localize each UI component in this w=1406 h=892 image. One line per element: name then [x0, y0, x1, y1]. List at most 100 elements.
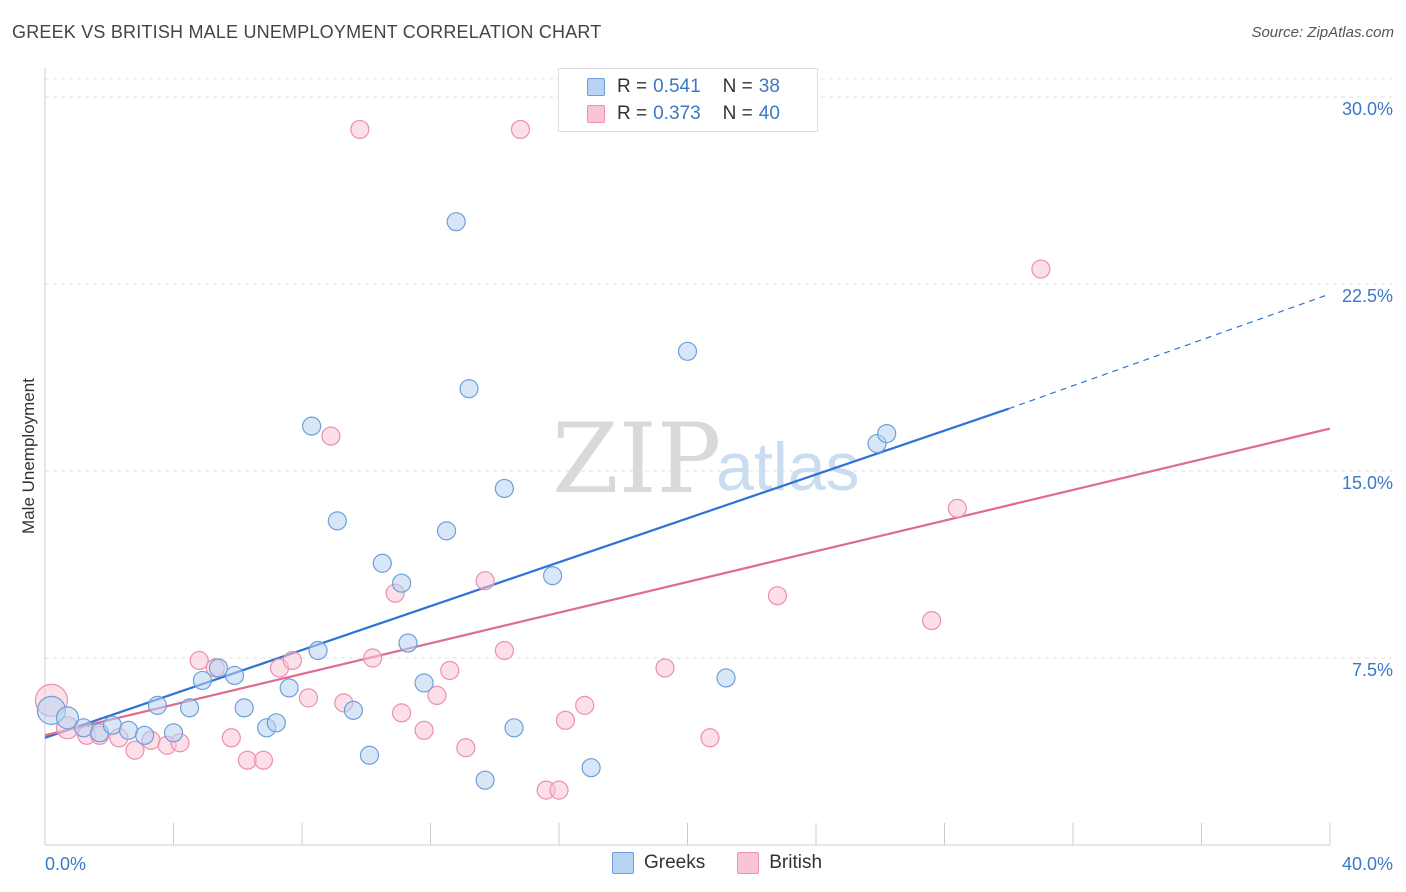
greeks-point: [391, 573, 412, 593]
greeks-point: [134, 725, 155, 745]
y-tick-label: 7.5%: [1352, 660, 1393, 680]
greeks-trend-line: [44, 407, 1010, 739]
greeks-point: [398, 633, 418, 653]
british-trend-line: [44, 427, 1331, 737]
greeks-point: [446, 212, 466, 232]
greeks-n-value: 38: [758, 76, 780, 97]
y-axis-label: Male Unemployment: [19, 378, 38, 534]
greeks-point: [475, 770, 495, 790]
british-point: [237, 750, 257, 770]
axes: [44, 68, 1331, 846]
greeks-point: [118, 720, 139, 740]
greeks-point: [716, 668, 736, 688]
greeks-point: [677, 341, 698, 361]
british-point: [282, 650, 302, 671]
british-legend-label: British: [769, 852, 823, 873]
greeks-point: [234, 698, 254, 718]
greeks-legend-swatch: [612, 852, 634, 874]
british-points: [34, 119, 1051, 800]
greeks-r-value: 0.541: [653, 76, 701, 97]
british-point: [321, 426, 341, 446]
legend-item-greeks[interactable]: Greeks: [612, 852, 705, 874]
greeks-point: [266, 713, 286, 733]
series-legend: Greeks British: [612, 852, 854, 874]
legend-row-greeks: R = 0.541 N = 38: [587, 75, 780, 99]
greeks-trend-extension: [1008, 293, 1331, 410]
greeks-point: [327, 511, 347, 531]
british-point: [494, 640, 514, 661]
british-point: [922, 610, 942, 631]
legend-row-british: R = 0.373 N = 40: [587, 102, 780, 126]
greeks-point: [102, 715, 123, 735]
correlation-legend: R = 0.541 N = 38 R = 0.373 N = 40: [558, 68, 818, 132]
y-tick-label: 22.5%: [1342, 286, 1393, 306]
british-point: [655, 658, 675, 678]
greeks-point: [55, 706, 80, 730]
greeks-point: [359, 745, 380, 765]
greeks-point: [302, 416, 322, 436]
greeks-point: [414, 673, 434, 693]
british-point: [221, 728, 241, 748]
british-point: [700, 728, 720, 748]
greeks-point: [436, 521, 457, 541]
british-point: [350, 119, 370, 140]
british-point: [253, 750, 274, 770]
british-point: [575, 695, 595, 715]
british-point: [125, 740, 145, 760]
greeks-point: [581, 758, 601, 778]
british-r-label: R =: [617, 103, 648, 124]
greeks-point: [208, 658, 229, 678]
greeks-point: [279, 678, 299, 698]
british-point: [475, 571, 495, 591]
british-point: [427, 685, 447, 706]
british-point: [440, 660, 460, 681]
british-point: [456, 738, 476, 758]
british-point: [298, 688, 319, 708]
watermark-zip: ZIP: [552, 403, 721, 515]
tick-labels: 7.5% 15.0% 22.5% 30.0% 0.0% 40.0%: [45, 99, 1393, 874]
british-n-label: N =: [722, 103, 753, 124]
greeks-point: [192, 670, 213, 691]
british-point: [555, 710, 576, 730]
greeks-legend-label: Greeks: [644, 852, 706, 873]
british-point: [391, 703, 412, 723]
greeks-points: [36, 212, 897, 790]
british-n-value: 40: [758, 103, 780, 124]
british-point: [414, 720, 434, 740]
greeks-r-label: R =: [617, 76, 648, 97]
greeks-point: [147, 695, 168, 715]
grid-lines: [45, 78, 1395, 659]
y-tick-label: 15.0%: [1342, 473, 1393, 493]
greeks-point: [504, 718, 524, 738]
greeks-point: [494, 478, 514, 499]
british-swatch: [587, 105, 605, 123]
greeks-point: [372, 553, 392, 573]
greeks-point: [542, 566, 563, 586]
british-point: [767, 586, 788, 606]
chart-title: GREEK VS BRITISH MALE UNEMPLOYMENT CORRE…: [12, 22, 602, 42]
greeks-point: [179, 698, 200, 718]
legend-item-british[interactable]: British: [737, 852, 822, 874]
british-point: [510, 119, 531, 140]
british-point: [1031, 259, 1051, 279]
greeks-swatch: [587, 78, 605, 96]
british-r-value: 0.373: [653, 103, 701, 124]
british-point: [189, 650, 209, 671]
greeks-point: [459, 379, 479, 399]
greeks-point: [224, 665, 245, 686]
british-point: [947, 498, 967, 518]
greeks-point: [308, 640, 328, 661]
greeks-n-label: N =: [722, 76, 753, 97]
x-tick-label: 40.0%: [1342, 854, 1393, 874]
greeks-point: [877, 424, 897, 444]
x-tick-label: 0.0%: [45, 854, 86, 874]
source-label: Source: ZipAtlas.com: [1251, 24, 1394, 41]
british-legend-swatch: [737, 852, 760, 874]
british-point: [363, 648, 383, 668]
greeks-point: [163, 723, 184, 743]
y-tick-label: 30.0%: [1342, 99, 1393, 119]
greeks-point: [343, 700, 363, 720]
greeks-point: [73, 718, 94, 738]
british-point: [549, 780, 569, 800]
